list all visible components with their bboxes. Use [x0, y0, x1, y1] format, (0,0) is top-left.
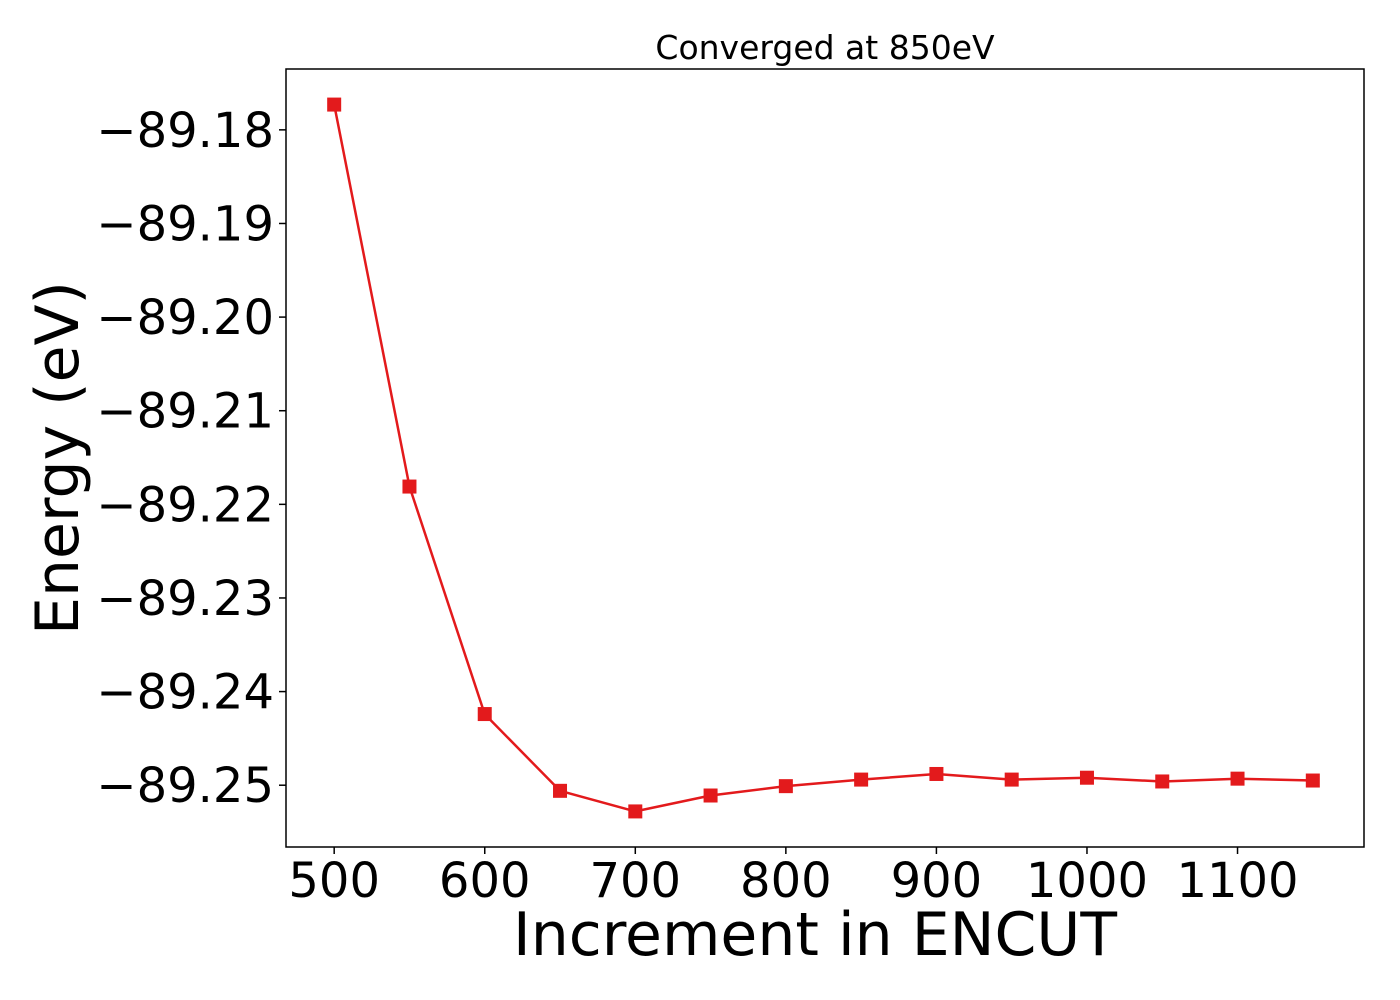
x-tick-label: 600 — [439, 853, 531, 909]
y-tick-label: −89.25 — [96, 758, 274, 814]
data-point-marker — [1155, 774, 1170, 789]
x-tick-label: 900 — [891, 853, 983, 909]
data-point-marker — [778, 779, 793, 794]
y-tick-label: −89.23 — [96, 571, 274, 627]
x-tick-label: 500 — [288, 853, 380, 909]
data-point-marker — [402, 479, 417, 494]
y-tick-label: −89.18 — [96, 103, 274, 159]
x-tick-label: 1000 — [1026, 853, 1148, 909]
y-axis-ticks: −89.25 −89.24 −89.23 −89.22 −89.21 −89.20 −89.… — [96, 103, 286, 814]
x-tick-label: 800 — [740, 853, 832, 909]
x-axis-ticks: 500 600 700 800 900 1000 1100 — [288, 847, 1299, 909]
data-point-marker — [628, 804, 643, 819]
plot-frame — [285, 68, 1365, 848]
x-tick-label: 1100 — [1176, 853, 1298, 909]
data-point-marker — [1305, 773, 1320, 788]
x-axis-label: Increment in ENCUT — [513, 900, 1117, 970]
data-point-marker — [553, 783, 568, 798]
data-point-marker — [1079, 770, 1094, 785]
data-point-marker — [929, 766, 944, 781]
y-axis-label: Energy (eV) — [23, 281, 93, 635]
y-tick-label: −89.19 — [96, 196, 274, 252]
y-tick-label: −89.22 — [96, 477, 274, 533]
data-point-marker — [327, 97, 342, 112]
y-tick-label: −89.20 — [96, 290, 274, 346]
series-group — [327, 97, 1320, 819]
data-point-marker — [477, 707, 492, 722]
data-point-marker — [703, 788, 718, 803]
y-tick-label: −89.24 — [96, 665, 274, 721]
data-point-marker — [854, 772, 869, 787]
data-point-marker — [1230, 771, 1245, 786]
chart-title: Converged at 850eV — [655, 28, 995, 67]
y-tick-label: −89.21 — [96, 384, 274, 440]
data-point-marker — [1004, 772, 1019, 787]
x-tick-label: 700 — [589, 853, 681, 909]
series-line — [332, 104, 1313, 813]
